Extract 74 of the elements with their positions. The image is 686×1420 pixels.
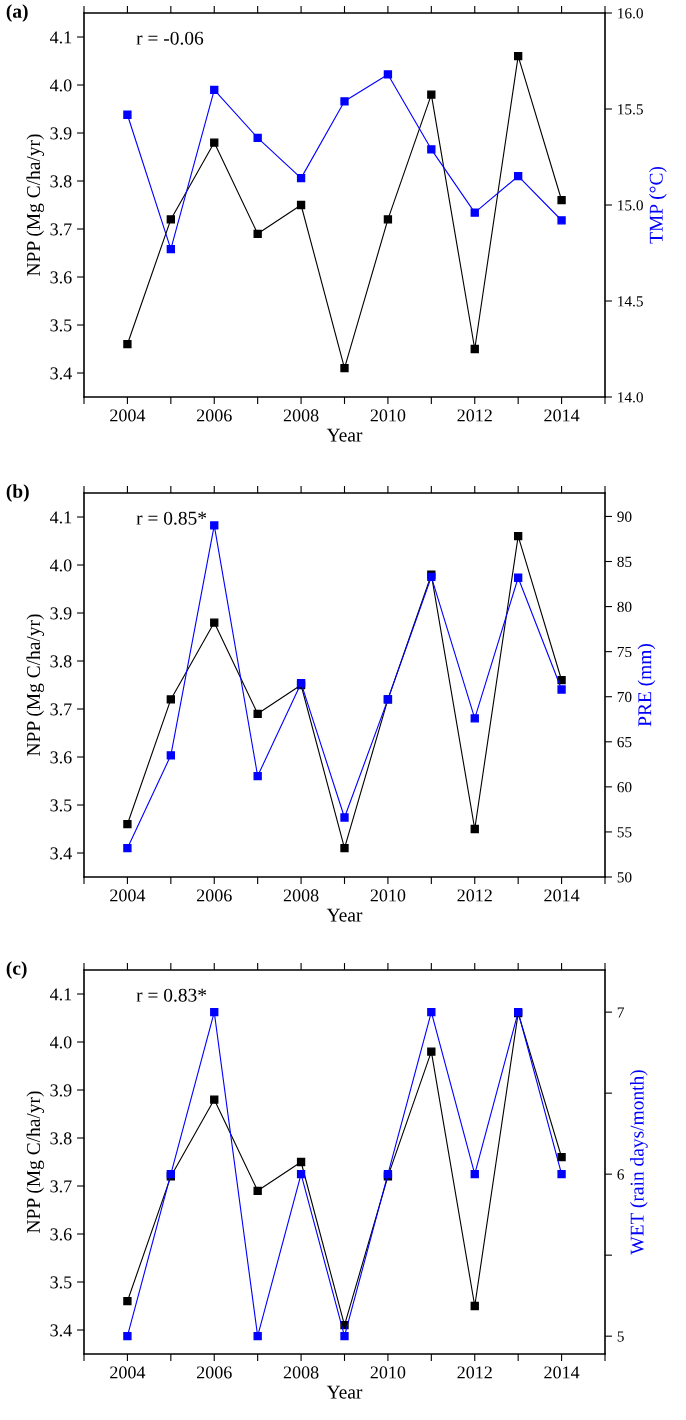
x-tick-label: 2010 <box>370 889 406 902</box>
y-tick-label: 3.4 <box>50 1324 72 1337</box>
y2-tick-label: 5 <box>617 1331 624 1342</box>
x-tick-label: 2014 <box>544 889 580 902</box>
annotation: r = 0.85* <box>136 511 207 525</box>
chart-title: (c) <box>6 961 27 979</box>
y-axis-title: NPP (Mg C/ha/yr) <box>26 1091 45 1233</box>
y-tick-label: 3.9 <box>50 127 72 140</box>
y-tick-label: 3.9 <box>50 607 72 620</box>
y2-tick-label: 55 <box>617 827 632 838</box>
y2-tick-label: 65 <box>617 736 632 748</box>
y2-tick-label: 60 <box>617 782 632 793</box>
x-axis-title: Year <box>326 908 363 922</box>
y-tick-label: 4.1 <box>49 511 72 524</box>
x-tick-label: 2006 <box>196 1366 232 1379</box>
y-tick-label: 3.8 <box>50 655 72 668</box>
x-tick-label: 2004 <box>110 889 146 902</box>
x-tick-label: 2006 <box>196 889 232 902</box>
y-tick-label: 4.1 <box>49 988 72 1001</box>
x-tick-label: 2004 <box>110 409 146 422</box>
x-tick-label: 2010 <box>370 1366 406 1379</box>
y-axis-title: NPP (Mg C/ha/yr) <box>26 614 45 756</box>
annotation: r = -0.06 <box>136 31 204 45</box>
chart-title: (b) <box>6 484 29 502</box>
x-axis-title: Year <box>326 1385 363 1399</box>
x-tick-label: 2014 <box>544 409 580 422</box>
y2-axis-title: TMP (°C) <box>649 166 667 244</box>
y-tick-label: 3.6 <box>50 271 72 284</box>
y-tick-label: 4.1 <box>49 31 72 44</box>
y-tick-label: 3.4 <box>50 367 72 380</box>
x-axis-title: Year <box>326 428 363 442</box>
y-tick-label: 3.5 <box>50 319 72 332</box>
y-tick-label: 3.5 <box>50 799 72 812</box>
y2-axis-title: WET (rain days/month) <box>630 1070 648 1255</box>
y2-tick-label: 6 <box>617 1169 624 1180</box>
y-tick-label: 3.7 <box>50 1180 72 1193</box>
y2-tick-label: 50 <box>617 872 632 883</box>
y2-tick-label: 70 <box>617 691 632 703</box>
y-tick-label: 4.0 <box>49 559 72 572</box>
y2-tick-label: 85 <box>617 556 632 567</box>
y-axis-title: NPP (Mg C/ha/yr) <box>26 134 45 276</box>
x-tick-label: 2014 <box>544 1366 580 1379</box>
x-tick-label: 2012 <box>457 889 492 902</box>
y2-tick-label: 80 <box>617 601 632 613</box>
y-tick-label: 3.9 <box>50 1084 72 1097</box>
x-tick-label: 2010 <box>370 409 406 422</box>
y2-tick-label: 7 <box>617 1007 625 1018</box>
x-tick-label: 2006 <box>196 409 232 422</box>
annotation: r = 0.83* <box>136 988 207 1002</box>
y-tick-label: 3.8 <box>50 1132 72 1145</box>
y-tick-label: 3.7 <box>50 703 72 716</box>
y2-tick-label: 75 <box>617 646 632 658</box>
y-tick-label: 3.5 <box>50 1276 72 1289</box>
y-tick-label: 3.4 <box>50 847 72 860</box>
y2-axis-title: PRE (mm) <box>637 643 656 727</box>
y2-tick-label: 16.0 <box>618 8 643 19</box>
x-tick-label: 2008 <box>283 409 319 422</box>
y2-tick-label: 15.0 <box>618 200 643 211</box>
y2-tick-label: 90 <box>617 511 632 522</box>
y2-tick-label: 15.5 <box>618 104 643 115</box>
x-tick-label: 2012 <box>457 409 492 422</box>
x-tick-label: 2012 <box>457 1366 492 1379</box>
y-tick-label: 3.6 <box>50 1228 72 1241</box>
x-tick-label: 2004 <box>110 1366 146 1379</box>
y-tick-label: 4.0 <box>49 1036 72 1049</box>
y2-tick-label: 14.5 <box>618 296 643 307</box>
x-tick-label: 2008 <box>283 889 319 902</box>
y2-tick-label: 14.0 <box>618 392 643 403</box>
x-tick-label: 2008 <box>283 1366 319 1379</box>
y-tick-label: 3.8 <box>50 175 72 188</box>
chart-title: (a) <box>6 4 28 22</box>
y-tick-label: 3.6 <box>50 751 72 764</box>
y-tick-label: 3.7 <box>50 223 72 236</box>
y-tick-label: 4.0 <box>49 79 72 92</box>
